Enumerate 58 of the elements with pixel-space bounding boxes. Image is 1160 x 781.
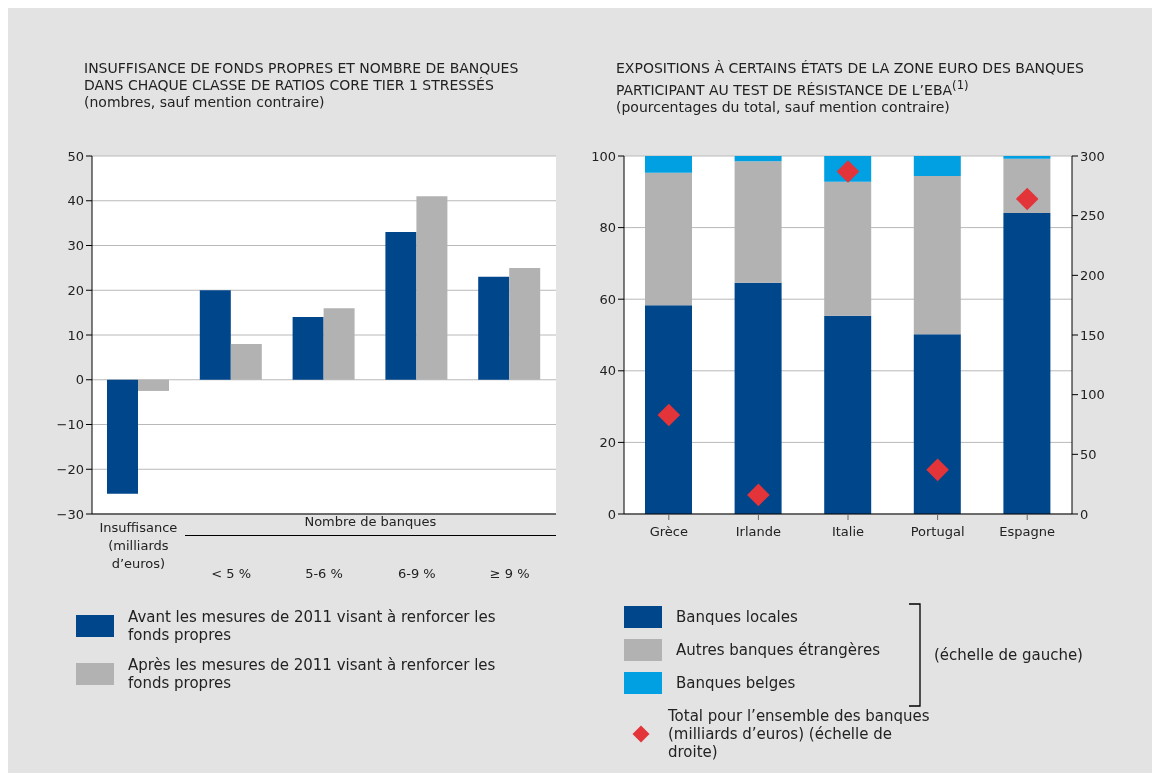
bar — [645, 305, 692, 514]
y2-tick-label: 50 — [1080, 446, 1097, 462]
x-tick-label: 5-6 % — [305, 566, 343, 581]
bar — [199, 290, 231, 380]
x-tick-label: ≥ 9 % — [489, 566, 530, 581]
x-tick-label: 6-9 % — [397, 566, 436, 581]
y-tick-label: 60 — [599, 291, 616, 307]
y-tick-label: 0 — [75, 372, 84, 388]
x-tick-label: Irlande — [735, 524, 782, 539]
legend-label: Banques locales — [676, 607, 798, 626]
x-tick-label: < 5 % — [211, 566, 252, 581]
y-tick-label: 10 — [67, 327, 84, 343]
bar — [107, 379, 138, 494]
y-tick-label: 0 — [607, 506, 616, 522]
y2-tick-label: 150 — [1080, 327, 1105, 343]
text: (échelle de gauche) — [934, 646, 1083, 664]
legend-label: Autres banques étrangères — [676, 640, 880, 659]
bar — [734, 156, 782, 162]
y-tick-label: 80 — [599, 220, 616, 236]
bar — [292, 317, 324, 380]
x-tick-label: Grèce — [649, 524, 688, 539]
legend-label: Avant les mesures de 2011 visant à renforcer les fonds propres — [128, 608, 496, 644]
chart-title: EXPOSITIONS À CERTAINS ÉTATS DE LA ZONE EURO DES BANQUES PARTICIPANT AU TEST DE RÉSISTANCE DE L’EBA$^{(1)}$ — [616, 60, 1085, 99]
bar — [1003, 212, 1051, 514]
y2-tick-label: 100 — [1080, 387, 1105, 403]
chart-subtitle: (nombres, sauf mention contraire) — [84, 94, 326, 111]
y-tick-label: 50 — [67, 148, 84, 164]
bar — [734, 282, 782, 514]
y-tick-label: −20 — [56, 461, 84, 477]
legend-label: Banques belges — [676, 673, 796, 692]
bar — [913, 156, 961, 177]
chart-title: INSUFFISANCE DE FONDS PROPRES ET NOMBRE DE BANQUES DANS CHAQUE CLASSE DE RATIOS CORE TIER 1 STRESSÉS — [84, 60, 520, 94]
y-tick-label: 40 — [67, 193, 84, 209]
bar — [824, 315, 872, 514]
x-tick-label: Italie — [831, 524, 865, 539]
y-tick-label: −10 — [56, 417, 84, 433]
chart-subtitle: (pourcentages du total, sauf mention contraire) — [616, 98, 951, 116]
bar — [645, 156, 692, 173]
y2-tick-label: 200 — [1080, 267, 1105, 283]
legend-label: Total pour l’ensemble des banques (milliards d’euros) (échelle de droite) — [668, 707, 931, 761]
y2-tick-label: 300 — [1080, 148, 1105, 164]
y-tick-label: 30 — [67, 238, 84, 254]
y2-tick-label: 0 — [1080, 506, 1089, 522]
y2-tick-label: 250 — [1080, 208, 1105, 224]
x-tick-label: Insuffisance (milliards d’euros) — [99, 520, 178, 571]
y-tick-label: 100 — [591, 148, 616, 164]
bar — [478, 276, 510, 380]
annotation: Nombre de banques — [184, 514, 556, 536]
y-tick-label: 40 — [599, 363, 616, 379]
bar — [385, 232, 417, 380]
y-tick-label: 20 — [599, 435, 616, 451]
y-tick-label: −30 — [56, 506, 84, 522]
x-tick-label: Espagne — [999, 524, 1056, 539]
y-tick-label: 20 — [67, 282, 84, 298]
bar — [1003, 156, 1051, 159]
x-tick-label: Portugal — [910, 524, 965, 539]
legend-label: Après les mesures de 2011 visant à renforcer les fonds propres — [128, 656, 496, 692]
bar — [913, 334, 961, 514]
